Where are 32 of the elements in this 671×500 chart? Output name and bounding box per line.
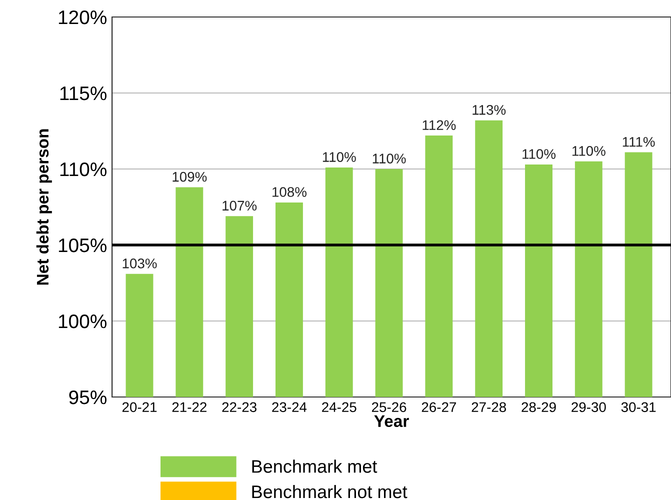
data-label: 113% <box>472 105 506 115</box>
data-label: 111% <box>622 136 655 147</box>
y-tick-label: 110% <box>60 162 107 176</box>
y-axis-title: Net debt per person <box>36 129 52 285</box>
legend-label: Benchmark not met <box>252 484 408 498</box>
x-tick-label: 24-25 <box>322 402 356 412</box>
x-tick-label: 21-22 <box>172 402 206 412</box>
x-tick-label: 28-29 <box>522 402 556 412</box>
y-tick-label: 120% <box>58 10 107 24</box>
x-tick-label: 23-24 <box>272 402 307 412</box>
data-label: 110% <box>522 149 556 159</box>
data-label: 108% <box>272 187 306 197</box>
x-tick-label: 20-21 <box>122 402 157 412</box>
x-tick-label: 22-23 <box>222 402 256 412</box>
y-tick-label: 115% <box>60 86 107 100</box>
data-label: 107% <box>222 200 257 211</box>
data-label: 110% <box>372 154 406 164</box>
x-tick-label: 30-31 <box>621 402 656 412</box>
data-label: 103% <box>122 258 157 268</box>
y-tick-label: 100% <box>58 314 107 328</box>
data-label: 109% <box>172 172 207 182</box>
x-axis-title: Year <box>374 415 409 428</box>
data-label: 110% <box>322 152 356 162</box>
data-label: 110% <box>572 146 606 156</box>
data-label: 112% <box>422 120 456 130</box>
legend-label: Benchmark met <box>252 460 378 473</box>
y-tick-label: 105% <box>58 238 107 252</box>
y-tick-label: 95% <box>69 390 107 404</box>
x-tick-label: 29-30 <box>572 402 606 412</box>
x-tick-label: 27-28 <box>472 402 506 412</box>
x-tick-label: 26-27 <box>422 402 456 412</box>
x-tick-label: 25-26 <box>372 402 406 412</box>
